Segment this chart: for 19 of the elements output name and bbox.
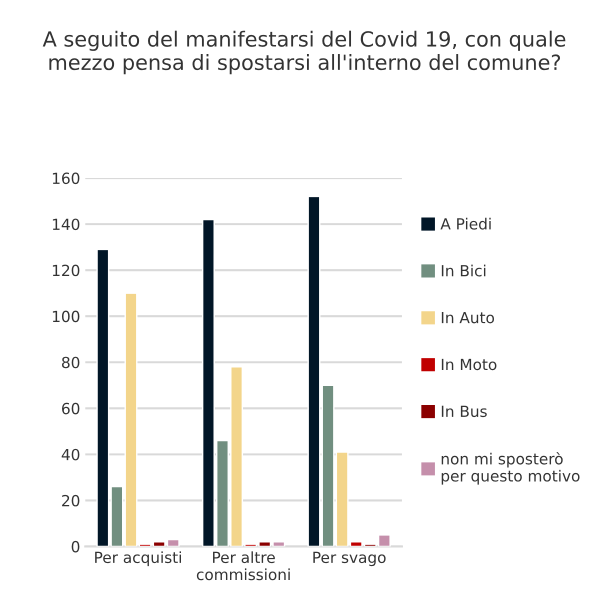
y-tick-label: 20 (62, 494, 80, 506)
x-tick-label: Per svago (313, 552, 386, 566)
legend-label: In Moto (442, 358, 496, 370)
legend-label: In Auto (442, 312, 494, 324)
x-tick-label: Per altre commissioni (196, 551, 290, 580)
y-tick-label: 120 (52, 264, 80, 276)
y-tick-label: 80 (62, 356, 80, 368)
legend-label: A Piedi (440, 218, 491, 230)
legend-label: In Bici (442, 264, 486, 276)
y-tick-label: 60 (62, 402, 80, 414)
y-tick-label: 140 (52, 218, 80, 230)
y-tick-label: 160 (52, 172, 80, 184)
x-tick-label: Per acquisti (95, 551, 181, 566)
y-tick-label: 40 (62, 448, 80, 460)
legend-label: non mi sposterò per questo motivo (442, 452, 580, 485)
y-tick-label: 100 (52, 310, 80, 322)
legend-label: In Bus (442, 406, 487, 418)
chart-title: A seguito del manifestarsi del Covid 19, con quale mezzo pensa di spostarsi all'interno del comune? (42, 30, 566, 74)
y-tick-label: 0 (72, 540, 80, 552)
